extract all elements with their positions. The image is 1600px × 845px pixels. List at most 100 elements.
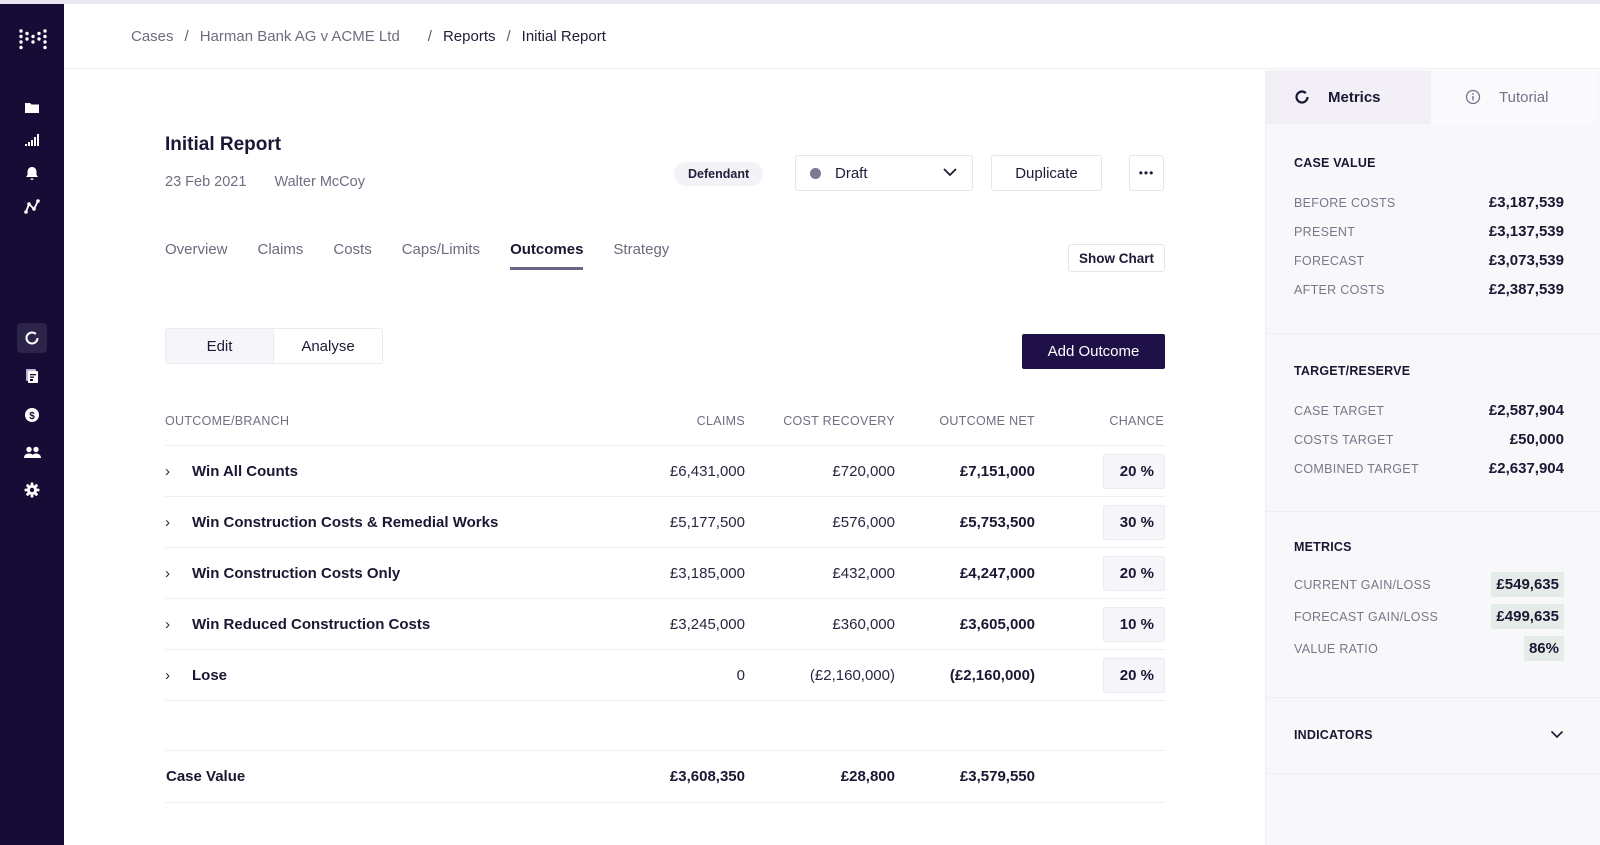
- outcome-cost-recovery: (£2,160,000): [809, 666, 895, 684]
- edit-mode-button[interactable]: Edit: [166, 329, 274, 363]
- chevron-right-icon[interactable]: ›: [165, 666, 170, 684]
- panel-tabs: Metrics Tutorial: [1266, 70, 1600, 124]
- breadcrumb-current: Initial Report: [521, 28, 606, 45]
- indicators-toggle[interactable]: INDICATORS: [1294, 726, 1564, 744]
- outcome-name: Win Reduced Construction Costs: [192, 615, 431, 633]
- header-chance: CHANCE: [1109, 413, 1164, 428]
- outcomes-table: OUTCOME/BRANCH CLAIMS COST RECOVERY OUTC…: [165, 396, 1165, 803]
- metric-row: AFTER COSTS £2,387,539: [1294, 281, 1564, 298]
- table-row[interactable]: › Win Reduced Construction Costs £3,245,0…: [165, 599, 1165, 650]
- chance-input[interactable]: 20 %: [1103, 555, 1165, 591]
- value-ratio-pill: 86%: [1523, 636, 1564, 661]
- nav-rail: $: [0, 4, 64, 845]
- metric-label: FORECAST: [1294, 253, 1365, 268]
- target-reserve-section: TARGET/RESERVE CASE TARGET £2,587,904 CO…: [1266, 334, 1600, 512]
- outcome-claims: £5,177,500: [669, 513, 745, 531]
- chance-input[interactable]: 20 %: [1103, 657, 1165, 693]
- report-document-icon[interactable]: [17, 361, 47, 391]
- outcome-claims: £6,431,000: [669, 462, 745, 480]
- add-outcome-button[interactable]: Add Outcome: [1022, 334, 1165, 369]
- bell-icon[interactable]: [17, 158, 47, 188]
- outcome-name: Win All Counts: [192, 462, 298, 480]
- metric-label: CURRENT GAIN/LOSS: [1294, 577, 1431, 592]
- metric-label: BEFORE COSTS: [1294, 195, 1396, 210]
- metric-row: CASE TARGET £2,587,904: [1294, 402, 1564, 419]
- svg-text:$: $: [29, 411, 35, 422]
- metric-value: £2,587,904: [1488, 402, 1564, 419]
- main-content: Initial Report 23 Feb 2021 Walter McCoy …: [64, 70, 1265, 845]
- bar-chart-icon[interactable]: [17, 125, 47, 155]
- metric-value: £2,387,539: [1488, 281, 1564, 298]
- show-chart-button[interactable]: Show Chart: [1068, 244, 1165, 272]
- chance-input[interactable]: 30 %: [1103, 504, 1165, 540]
- breadcrumb-separator: /: [184, 28, 189, 45]
- more-options-button[interactable]: •••: [1129, 155, 1164, 191]
- analyse-mode-button[interactable]: Analyse: [301, 337, 355, 355]
- metrics-title: METRICS: [1294, 540, 1352, 554]
- status-dropdown[interactable]: Draft: [795, 155, 973, 191]
- metric-value: £3,137,539: [1488, 223, 1564, 240]
- target-reserve-title: TARGET/RESERVE: [1294, 364, 1411, 378]
- outcome-claims: £3,185,000: [669, 564, 745, 582]
- outcome-cost-recovery: £720,000: [832, 462, 895, 480]
- outcome-net: £5,753,500: [959, 513, 1035, 531]
- metric-value: £3,073,539: [1488, 252, 1564, 269]
- tab-outcomes[interactable]: Outcomes: [510, 241, 584, 270]
- header-outcome-branch: OUTCOME/BRANCH: [165, 413, 290, 428]
- chance-input[interactable]: 20 %: [1103, 453, 1165, 489]
- outcome-net: (£2,160,000): [949, 666, 1035, 684]
- breadcrumb-separator: /: [506, 28, 511, 45]
- users-icon[interactable]: [17, 437, 47, 467]
- outcome-cost-recovery: £432,000: [832, 564, 895, 582]
- total-cost-recovery: £28,800: [840, 768, 895, 785]
- chevron-right-icon[interactable]: ›: [165, 513, 170, 531]
- brand-logo-icon[interactable]: [18, 28, 48, 50]
- tab-caps-limits[interactable]: Caps/Limits: [401, 241, 481, 258]
- metric-row: PRESENT £3,137,539: [1294, 223, 1564, 240]
- line-graph-icon[interactable]: [17, 191, 47, 221]
- metric-value: £2,637,904: [1488, 460, 1564, 477]
- chance-input[interactable]: 10 %: [1103, 606, 1165, 642]
- outcome-claims: £3,245,000: [669, 615, 745, 633]
- chevron-right-icon[interactable]: ›: [165, 615, 170, 633]
- more-dots-icon: •••: [1138, 166, 1155, 180]
- metric-row: FORECAST £3,073,539: [1294, 252, 1564, 269]
- metric-row: CURRENT GAIN/LOSS £549,635: [1294, 572, 1564, 597]
- metric-label: PRESENT: [1294, 224, 1356, 239]
- window-top-edge: [0, 0, 1600, 4]
- chevron-right-icon[interactable]: ›: [165, 462, 170, 480]
- report-tabs: Overview Claims Costs Caps/Limits Outcom…: [165, 241, 699, 270]
- outcome-claims: 0: [736, 666, 745, 684]
- panel-tab-metrics[interactable]: Metrics: [1266, 70, 1431, 124]
- dollar-coin-icon[interactable]: $: [17, 400, 47, 430]
- case-value-title: CASE VALUE: [1294, 156, 1376, 170]
- tab-overview[interactable]: Overview: [165, 241, 228, 258]
- header-cost-recovery: COST RECOVERY: [783, 413, 895, 428]
- gain-loss-pill: £549,635: [1491, 572, 1564, 597]
- table-row[interactable]: › Win Construction Costs & Remedial Works…: [165, 497, 1165, 548]
- metric-row: VALUE RATIO 86%: [1294, 636, 1564, 661]
- duplicate-button[interactable]: Duplicate: [991, 155, 1102, 191]
- table-row[interactable]: › Lose 0 (£2,160,000) (£2,160,000) 20 %: [165, 650, 1165, 701]
- settings-gear-icon[interactable]: [17, 475, 47, 505]
- folder-icon[interactable]: [17, 92, 47, 122]
- breadcrumb-reports[interactable]: Reports: [442, 28, 496, 45]
- chevron-down-icon: [1550, 726, 1564, 744]
- breadcrumb-separator: /: [427, 28, 432, 45]
- panel-tab-metrics-label: Metrics: [1328, 88, 1381, 106]
- breadcrumb-cases[interactable]: Cases: [131, 28, 174, 45]
- metric-row: COMBINED TARGET £2,637,904: [1294, 460, 1564, 477]
- table-row[interactable]: › Win Construction Costs Only £3,185,000 …: [165, 548, 1165, 599]
- breadcrumb-case[interactable]: Harman Bank AG v ACME Ltd: [199, 28, 400, 45]
- tab-claims[interactable]: Claims: [257, 241, 304, 258]
- metrics-ring-icon[interactable]: [17, 323, 47, 353]
- table-header: OUTCOME/BRANCH CLAIMS COST RECOVERY OUTC…: [165, 396, 1165, 446]
- tab-costs[interactable]: Costs: [333, 241, 372, 258]
- report-meta: 23 Feb 2021 Walter McCoy: [165, 174, 365, 190]
- metric-value: £50,000: [1509, 431, 1564, 448]
- panel-tab-tutorial[interactable]: Tutorial: [1431, 70, 1596, 124]
- chevron-right-icon[interactable]: ›: [165, 564, 170, 582]
- table-row[interactable]: › Win All Counts £6,431,000 £720,000 £7,1…: [165, 446, 1165, 497]
- table-spacer: [165, 701, 1165, 751]
- tab-strategy[interactable]: Strategy: [613, 241, 670, 258]
